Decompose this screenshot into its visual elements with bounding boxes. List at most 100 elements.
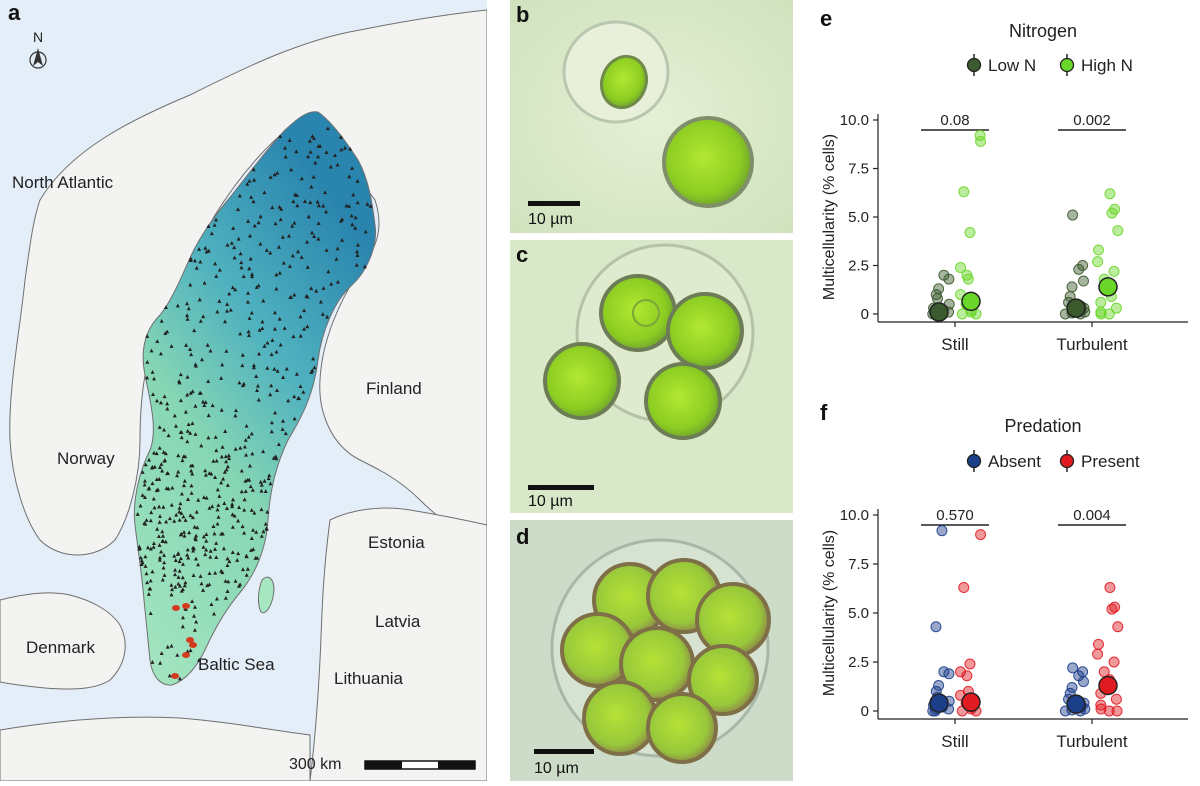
site-marker <box>199 443 204 448</box>
site-marker <box>146 486 151 491</box>
site-marker <box>273 221 278 226</box>
site-marker <box>239 260 244 265</box>
site-marker <box>209 231 214 236</box>
site-marker <box>192 613 197 618</box>
site-marker <box>355 242 360 247</box>
site-marker <box>180 624 185 629</box>
label-estonia: Estonia <box>368 533 425 552</box>
site-marker <box>225 483 230 487</box>
site-marker <box>157 557 162 562</box>
y-tick-label: 0 <box>861 703 869 720</box>
data-point <box>1112 621 1124 633</box>
site-marker <box>246 329 251 334</box>
site-marker <box>238 445 243 450</box>
site-marker <box>268 392 273 397</box>
site-marker <box>194 509 199 514</box>
site-marker <box>278 342 283 347</box>
label-lithuania: Lithuania <box>334 669 404 688</box>
site-marker <box>233 578 238 583</box>
site-marker <box>272 366 277 371</box>
site-marker <box>214 555 219 559</box>
site-marker <box>353 225 358 230</box>
site-marker <box>182 533 187 538</box>
site-marker <box>179 588 184 593</box>
data-point <box>1109 601 1121 613</box>
site-marker <box>161 565 166 570</box>
site-marker <box>158 400 163 405</box>
site-marker <box>170 485 175 490</box>
site-marker <box>197 297 202 302</box>
site-marker <box>214 217 219 222</box>
y-tick-label: 5.0 <box>848 605 869 622</box>
site-marker <box>173 572 178 577</box>
site-marker <box>278 217 283 222</box>
site-marker <box>233 287 238 292</box>
site-marker <box>145 334 150 338</box>
site-marker <box>216 503 221 507</box>
site-marker <box>250 272 255 276</box>
site-marker <box>305 265 310 269</box>
site-marker <box>181 514 186 519</box>
site-marker <box>208 548 213 553</box>
site-marker <box>207 505 212 510</box>
site-marker <box>186 555 191 560</box>
site-marker <box>249 508 254 512</box>
site-marker <box>189 468 194 473</box>
site-marker <box>268 481 273 486</box>
site-marker <box>251 199 256 204</box>
site-marker <box>149 465 154 470</box>
sampling-sites <box>135 126 373 681</box>
site-marker <box>203 552 208 557</box>
site-marker <box>180 575 185 580</box>
site-marker <box>243 478 248 483</box>
site-marker <box>143 554 148 559</box>
site-marker <box>191 573 196 577</box>
site-marker <box>347 174 352 179</box>
data-point <box>1104 582 1116 594</box>
site-marker <box>349 213 354 218</box>
site-marker <box>189 483 194 488</box>
site-marker <box>261 529 266 534</box>
site-marker <box>294 149 299 154</box>
site-marker <box>185 392 190 397</box>
denmark <box>0 592 126 690</box>
scale-d: 10 µm <box>534 760 579 777</box>
site-marker <box>227 291 232 296</box>
site-marker <box>305 294 310 299</box>
site-marker <box>158 514 163 518</box>
data-point <box>1073 670 1085 682</box>
site-marker <box>186 306 191 311</box>
site-marker <box>145 545 150 550</box>
data-point <box>1109 203 1121 215</box>
site-marker <box>249 548 254 552</box>
site-marker <box>252 223 257 228</box>
data-point <box>933 283 945 295</box>
site-marker <box>235 558 240 562</box>
mean-point <box>1066 298 1086 318</box>
site-marker <box>185 374 190 379</box>
site-marker <box>316 221 321 226</box>
site-marker <box>190 471 195 476</box>
data-point <box>964 227 976 239</box>
site-marker <box>194 619 199 624</box>
site-marker <box>292 292 297 297</box>
site-marker <box>247 333 252 337</box>
site-marker <box>185 552 190 557</box>
site-marker <box>244 572 249 577</box>
site-marker <box>194 533 199 538</box>
site-marker <box>269 420 274 425</box>
site-marker <box>179 511 184 515</box>
site-marker <box>178 372 183 377</box>
site-marker <box>169 344 174 348</box>
site-marker <box>160 529 165 534</box>
site-marker <box>217 494 222 498</box>
site-marker <box>176 581 181 586</box>
site-marker <box>177 517 182 522</box>
site-marker <box>144 571 149 576</box>
site-marker <box>188 282 193 287</box>
label-north-atlantic: North Atlantic <box>12 173 114 192</box>
site-marker <box>142 478 147 483</box>
legend: Low N High N <box>966 54 1133 76</box>
site-marker <box>244 452 249 457</box>
site-marker <box>222 501 227 505</box>
